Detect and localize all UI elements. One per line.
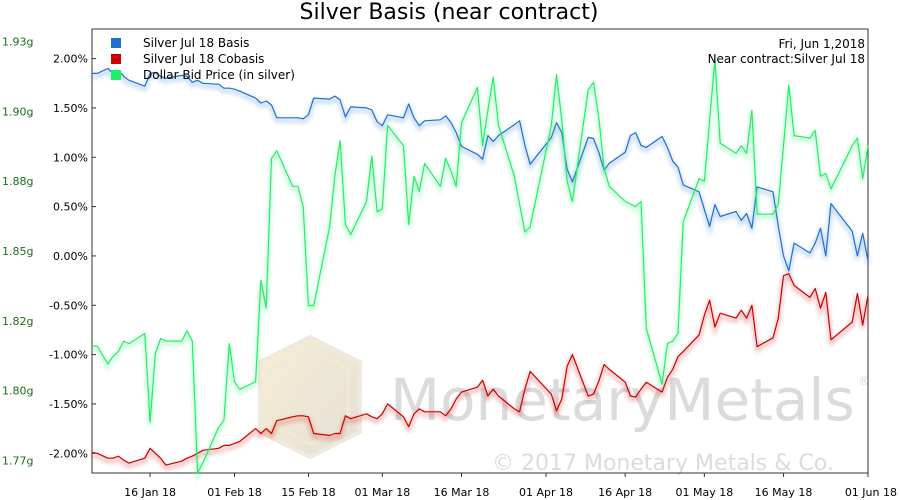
right-tick-label: 1.50% — [53, 102, 88, 115]
x-tick-label: 01 May 18 — [675, 486, 733, 499]
chart-title: Silver Basis (near contract) — [300, 0, 599, 25]
x-tick-label: 16 Apr 18 — [598, 486, 652, 499]
dollar-bid-line — [92, 58, 869, 474]
watermark-inner-hexagon-icon — [270, 348, 350, 446]
left-tick-label: 1.93g — [2, 36, 33, 49]
watermark-hexagon-icon — [258, 334, 362, 460]
x-tick-label: 16 May 18 — [755, 486, 813, 499]
x-tick-label: 01 Feb 18 — [207, 486, 261, 499]
cobasis-line-glow — [91, 274, 870, 471]
x-tick-label: 01 Jun 18 — [845, 486, 897, 499]
plot-frame — [91, 28, 869, 474]
cobasis-line — [91, 273, 869, 466]
legend-label-dollar: Dollar Bid Price (in silver) — [143, 68, 295, 82]
left-tick-label: 1.80g — [2, 385, 33, 398]
right-tick-label: -1.50% — [49, 398, 88, 411]
watermark-registered: ® — [858, 374, 870, 388]
legend-label-basis: Silver Jul 18 Basis — [143, 36, 249, 50]
annotation-date: Fri, Jun 1,2018 — [779, 37, 865, 51]
right-tick-label: 0.50% — [53, 201, 88, 214]
legend-swatch-dollar — [111, 70, 121, 80]
right-axis: 2.00% 1.50% 1.00% 0.50% 0.00% -0.50% -1.00% -1.… — [49, 53, 96, 460]
right-tick-label: -1.00% — [49, 349, 88, 362]
watermark-name: MonetaryMetals — [390, 366, 855, 434]
basis-line — [92, 67, 869, 272]
basis-line-glow — [92, 69, 870, 282]
left-tick-label: 1.88g — [2, 175, 33, 188]
left-tick-label: 1.82g — [2, 315, 33, 328]
right-tick-label: 1.00% — [53, 151, 88, 164]
right-tick-label: 2.00% — [53, 53, 88, 66]
x-tick-label: 01 Mar 18 — [354, 486, 410, 499]
watermark: MonetaryMetals ® © 2017 Monetary Metals … — [258, 334, 870, 476]
legend-swatch-cobasis — [111, 54, 121, 64]
x-axis: 16 Jan 18 01 Feb 18 15 Feb 18 01 Mar 18 16 M… — [124, 473, 897, 499]
right-tick-label: 0.00% — [53, 250, 88, 263]
legend: Silver Jul 18 Basis Silver Jul 18 Cobasi… — [111, 36, 295, 82]
watermark-copyright: © 2017 Monetary Metals & Co. — [492, 451, 834, 476]
right-tick-label: -2.00% — [49, 447, 88, 460]
x-tick-label: 15 Feb 18 — [281, 486, 335, 499]
annotation-contract: Near contract:Silver Jul 18 — [708, 52, 865, 66]
series-layer — [91, 58, 870, 484]
legend-label-cobasis: Silver Jul 18 Cobasis — [143, 52, 264, 66]
left-axis: 1.93g 1.90g 1.88g 1.85g 1.82g 1.80g 1.77g — [2, 36, 33, 468]
x-tick-label: 01 Apr 18 — [519, 486, 573, 499]
left-tick-label: 1.85g — [2, 245, 33, 258]
x-tick-label: 16 Mar 18 — [434, 486, 490, 499]
x-tick-label: 16 Jan 18 — [124, 486, 176, 499]
annotation: Fri, Jun 1,2018 Near contract:Silver Jul… — [708, 37, 865, 66]
left-tick-label: 1.77g — [2, 454, 33, 467]
right-tick-label: -0.50% — [49, 299, 88, 312]
left-tick-label: 1.90g — [2, 105, 33, 118]
legend-swatch-basis — [111, 38, 121, 48]
